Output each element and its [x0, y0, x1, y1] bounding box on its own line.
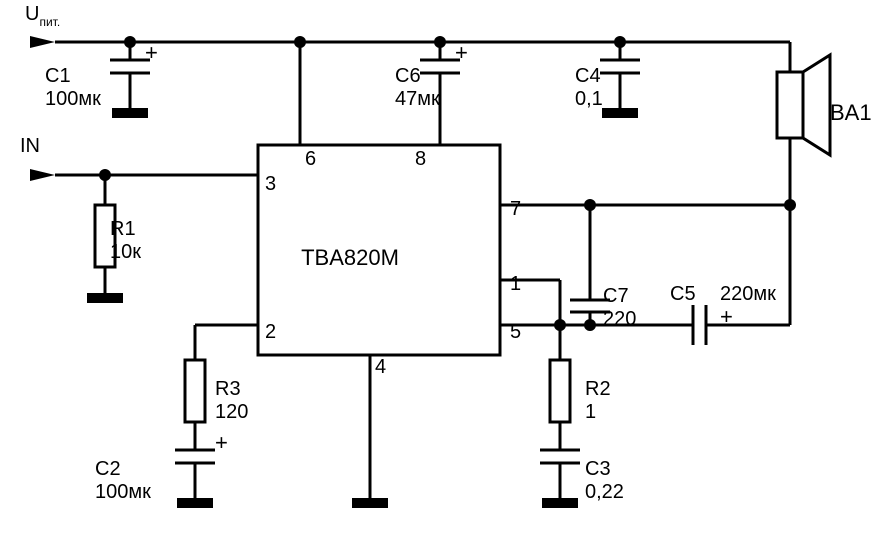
gnd-c1 [112, 108, 148, 118]
pin-4-label: 4 [375, 356, 386, 378]
gnd-c3 [542, 498, 578, 508]
speaker-ba1 [777, 55, 830, 155]
cap-c1 [110, 60, 150, 73]
label-in: IN [20, 135, 40, 157]
pin-3-label: 3 [265, 173, 276, 195]
cap-c2 [175, 450, 215, 463]
cap-c5 [693, 305, 706, 345]
label-c2-val: 100мк [95, 481, 151, 503]
label-c7-ref: C7 [603, 285, 629, 307]
label-r3-ref: R3 [215, 378, 241, 400]
label-c3-val: 0,22 [585, 481, 624, 503]
label-c1-ref: C1 [45, 65, 71, 87]
label-c1-val: 100мк [45, 88, 101, 110]
pin-7-label: 7 [510, 198, 521, 220]
label-r3-val: 120 [215, 401, 248, 423]
label-r1-val: 10к [110, 241, 141, 263]
pin-6-label: 6 [305, 148, 316, 170]
pin-8-label: 8 [415, 148, 426, 170]
polarity-c2: + [215, 430, 228, 455]
cap-c3 [540, 450, 580, 463]
gnd-c4 [602, 108, 638, 118]
label-r2-ref: R2 [585, 378, 611, 400]
gnd-r1 [87, 293, 123, 303]
arrow-supply [30, 36, 55, 48]
label-c5-ref: C5 [670, 283, 696, 305]
label-c3-ref: C3 [585, 458, 611, 480]
label-ba1: BA1 [830, 100, 872, 125]
label-c6-val: 47мк [395, 88, 440, 110]
label-r2-val: 1 [585, 401, 596, 423]
label-supply: Uпит. [25, 3, 60, 29]
polarity-c6: + [455, 40, 468, 65]
label-c7-val: 220 [603, 308, 636, 330]
pin-5-label: 5 [510, 321, 521, 343]
label-r1-ref: R1 [110, 218, 136, 240]
pin-2-label: 2 [265, 321, 276, 343]
polarity-c5: + [720, 304, 733, 329]
tba820m-schematic: Uпит. IN TBA820M BA1 C1 100мк C6 47мк C4… [0, 0, 883, 541]
label-c5-val: 220мк [720, 283, 776, 305]
pin-1-label: 1 [510, 273, 521, 295]
label-c6-ref: C6 [395, 65, 421, 87]
polarity-c1: + [145, 40, 158, 65]
cap-c4 [600, 60, 640, 73]
res-r2 [550, 360, 570, 422]
gnd-c2 [177, 498, 213, 508]
label-c4-ref: C4 [575, 65, 601, 87]
cap-c6 [420, 60, 460, 73]
arrow-in [30, 169, 55, 181]
label-c2-ref: C2 [95, 458, 121, 480]
res-r3 [185, 360, 205, 422]
label-c4-val: 0,1 [575, 88, 603, 110]
label-chip: TBA820M [301, 245, 399, 270]
gnd-pin4 [352, 498, 388, 508]
